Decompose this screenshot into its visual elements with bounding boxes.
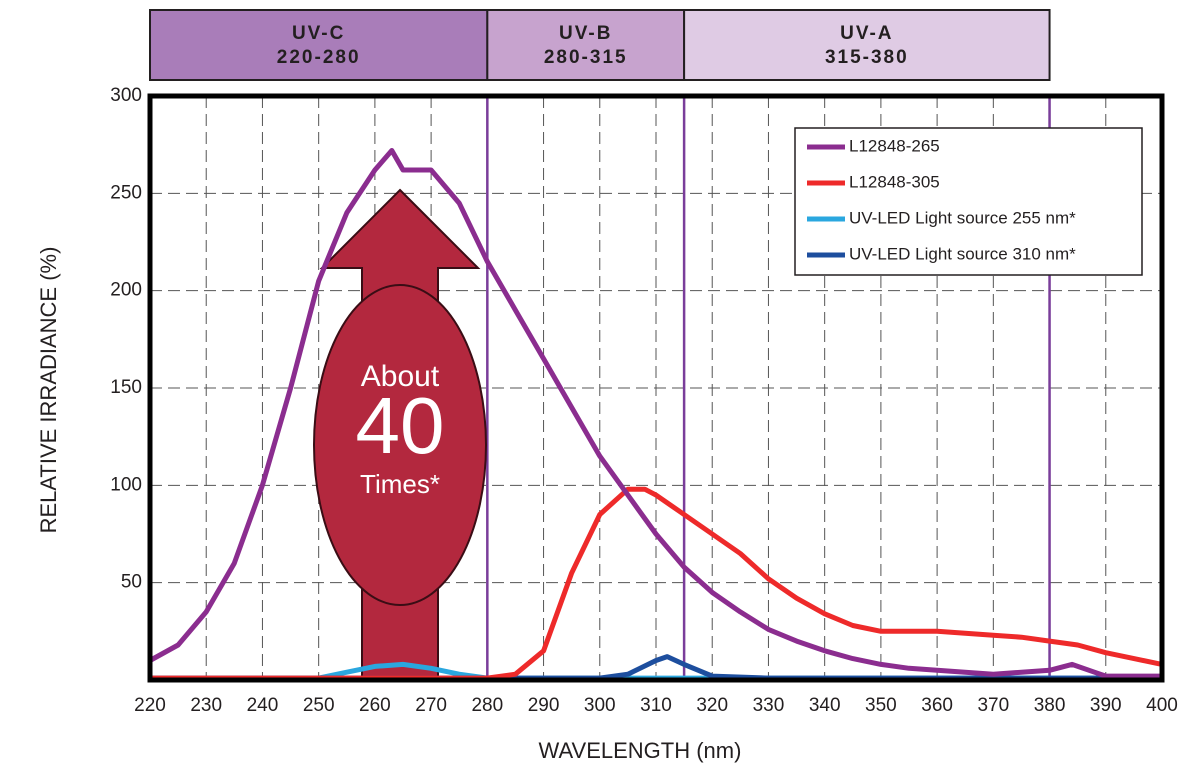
x-tick-label: 370 (977, 695, 1009, 716)
legend-label: L12848-265 (849, 136, 940, 155)
y-tick-label: 300 (110, 85, 142, 106)
band-name: UV-C (292, 23, 345, 44)
y-tick-label: 250 (110, 182, 142, 203)
x-tick-label: 300 (584, 695, 616, 716)
band-box (683, 9, 1051, 81)
plot-frame (147, 93, 1165, 683)
x-tick-label: 240 (247, 695, 279, 716)
legend-box (794, 127, 1143, 276)
x-tick-label: 270 (415, 695, 447, 716)
legend-label: UV-LED Light source 310 nm* (849, 244, 1076, 263)
band-box (149, 9, 489, 81)
x-tick-label: 360 (921, 695, 953, 716)
series-line (147, 148, 1165, 679)
x-tick-label: 220 (134, 695, 166, 716)
y-axis-label: RELATIVE IRRADIANCE (%) (36, 247, 61, 534)
band-range: 315-380 (825, 47, 909, 68)
y-tick-label: 100 (110, 474, 142, 495)
x-tick-label: 350 (865, 695, 897, 716)
legend-label: L12848-305 (849, 172, 940, 191)
y-tick-label: 150 (110, 377, 142, 398)
legend-label: UV-LED Light source 255 nm* (849, 208, 1076, 227)
y-tick-label: 50 (121, 572, 142, 593)
series-line (147, 654, 1165, 681)
x-tick-label: 250 (303, 695, 335, 716)
band-name: UV-A (840, 23, 893, 44)
annotation-text: 40 (356, 381, 445, 470)
x-tick-label: 230 (190, 695, 222, 716)
x-tick-label: 390 (1090, 695, 1122, 716)
x-tick-label: 400 (1146, 695, 1178, 716)
x-tick-label: 260 (359, 695, 391, 716)
x-tick-label: 380 (1034, 695, 1066, 716)
x-axis-label: WAVELENGTH (nm) (539, 738, 742, 763)
band-range: 280-315 (544, 47, 628, 68)
x-tick-label: 310 (640, 695, 672, 716)
annotation-ellipse (313, 284, 487, 606)
annotation-text: Times* (360, 469, 440, 499)
band-box (486, 9, 686, 81)
x-tick-label: 290 (528, 695, 560, 716)
x-tick-label: 320 (696, 695, 728, 716)
x-tick-label: 280 (471, 695, 503, 716)
series-line (147, 486, 1165, 681)
x-tick-label: 330 (753, 695, 785, 716)
band-name: UV-B (559, 23, 612, 44)
annotation-text: About (361, 360, 440, 393)
band-range: 220-280 (277, 47, 361, 68)
y-tick-label: 200 (110, 280, 142, 301)
x-tick-label: 340 (809, 695, 841, 716)
